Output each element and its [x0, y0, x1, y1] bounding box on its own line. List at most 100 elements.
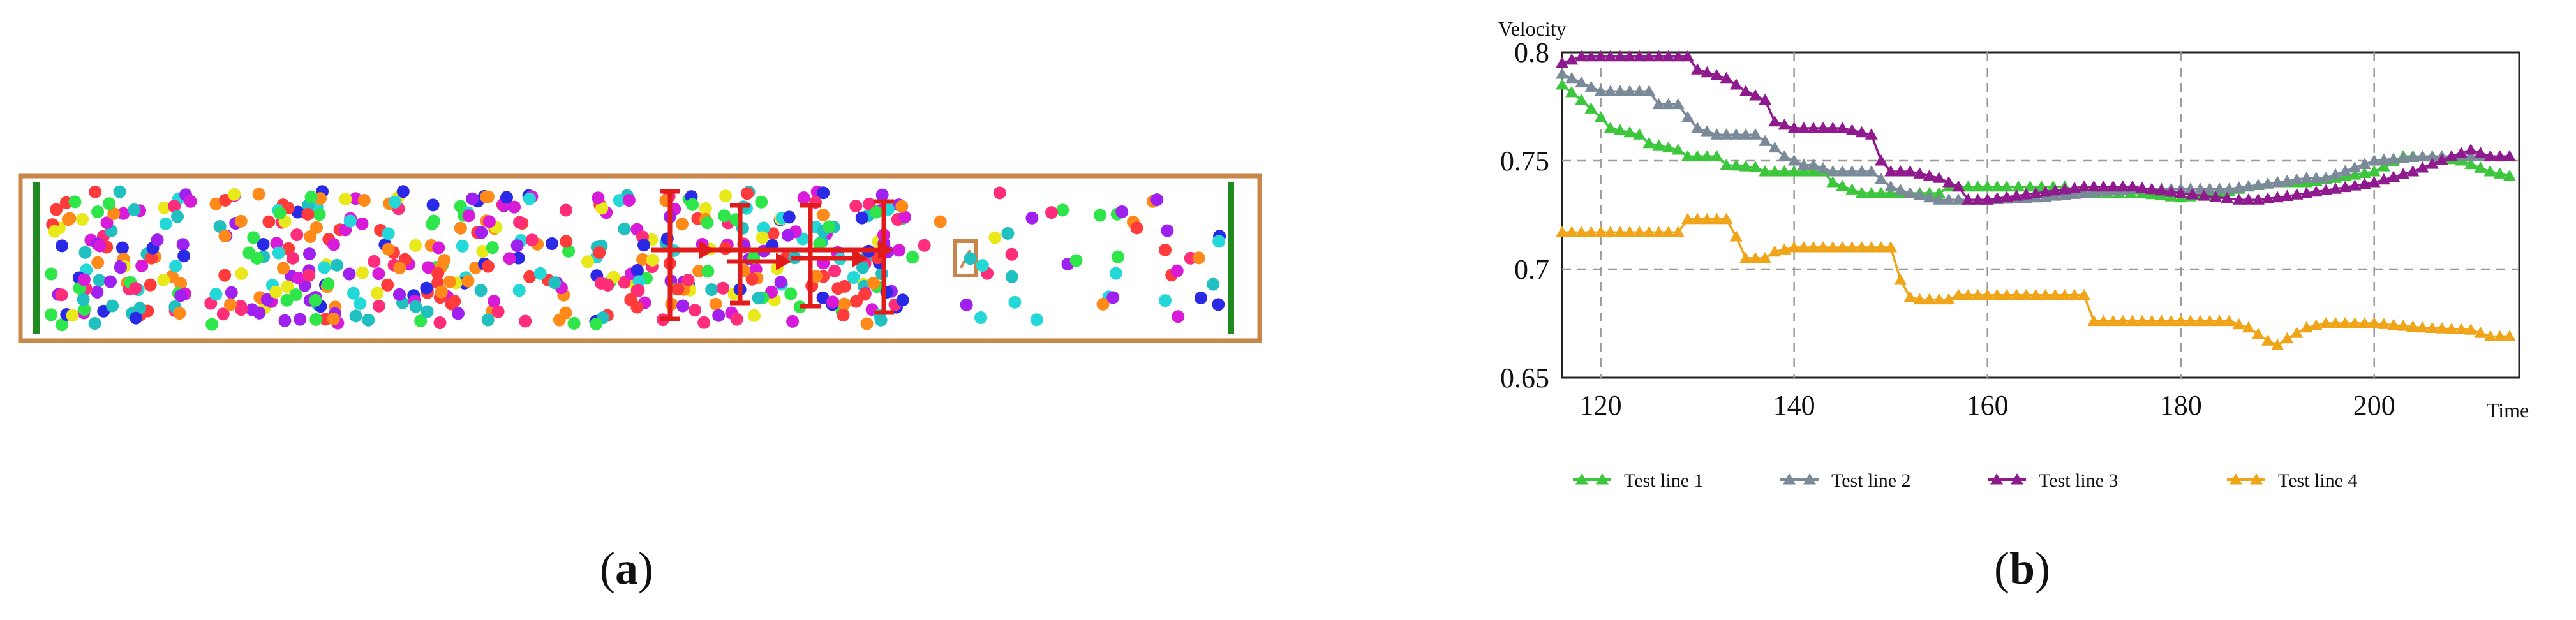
particle	[1005, 247, 1018, 261]
particle	[918, 239, 931, 252]
series-point	[2000, 288, 2013, 300]
series-point	[1652, 139, 1665, 151]
particle	[508, 200, 521, 214]
series-point	[2251, 193, 2265, 205]
series-point	[2230, 473, 2242, 485]
series-point	[1865, 128, 1878, 140]
series-point	[2250, 473, 2263, 485]
particle	[372, 299, 385, 313]
particle	[420, 281, 433, 295]
series-point	[2078, 180, 2091, 192]
particle	[257, 238, 270, 251]
series-point	[1797, 122, 1810, 133]
series-point	[1749, 128, 1762, 140]
particle	[1005, 270, 1018, 283]
series-point	[1691, 150, 1704, 161]
series-point	[1575, 76, 1588, 88]
series-point	[1710, 69, 1724, 80]
series-point	[2377, 173, 2390, 185]
series-point	[2483, 165, 2497, 177]
particle	[689, 304, 702, 317]
series-point	[1739, 252, 1752, 263]
series-point	[1817, 241, 1830, 253]
series-point	[1739, 128, 1752, 140]
series-point	[1701, 125, 1714, 137]
particle	[278, 314, 292, 327]
series-point	[2493, 330, 2506, 341]
series-point	[2068, 288, 2081, 300]
particle	[106, 299, 119, 313]
series-point	[2136, 314, 2149, 327]
series-point	[1787, 154, 1801, 166]
series-point	[1942, 293, 1956, 305]
series-point	[1671, 50, 1685, 62]
particle	[322, 277, 335, 291]
particle	[1207, 277, 1220, 291]
particle	[856, 261, 869, 274]
series-point	[1990, 192, 2004, 203]
particle	[144, 278, 157, 292]
series-point	[2445, 322, 2458, 334]
series-point	[1981, 193, 1994, 205]
left-wall	[33, 182, 40, 334]
series-point	[1759, 135, 1772, 146]
particle	[45, 267, 58, 281]
particle	[519, 314, 532, 328]
series-point	[1565, 226, 1579, 237]
particle	[151, 233, 164, 247]
particle	[491, 305, 505, 318]
series-point	[2339, 165, 2352, 176]
particle	[171, 210, 184, 223]
series-point	[1759, 165, 1772, 177]
particle	[898, 210, 911, 224]
particle	[103, 197, 115, 210]
series-point	[2209, 191, 2222, 202]
particle	[826, 295, 839, 309]
particle	[349, 309, 362, 323]
particle	[523, 270, 537, 283]
x-tick-label: 120	[1580, 390, 1622, 421]
x-tick-label: 180	[2160, 390, 2202, 421]
series-point	[2010, 189, 2023, 201]
series-point	[1778, 243, 1791, 255]
series-point	[2232, 193, 2245, 205]
particle	[388, 195, 401, 209]
particle	[117, 207, 130, 220]
particle	[719, 189, 733, 203]
particle	[671, 283, 685, 296]
particle	[1161, 224, 1174, 237]
series-point	[1749, 252, 1762, 263]
particle	[906, 251, 919, 264]
series-point	[1729, 159, 1743, 171]
series-point	[1652, 226, 1665, 237]
series-point	[1875, 241, 1887, 253]
series-point	[1681, 150, 1694, 161]
particle	[481, 190, 495, 203]
particle	[218, 230, 232, 242]
series-point	[2377, 160, 2390, 172]
series-point	[2087, 186, 2101, 198]
series-point	[1691, 212, 1704, 225]
series-point	[1797, 241, 1810, 253]
series-point	[1803, 473, 1816, 485]
particle	[512, 284, 526, 297]
series-point	[1575, 473, 1588, 485]
series-point	[2358, 317, 2371, 328]
particle	[228, 188, 241, 201]
particle	[618, 222, 631, 235]
particle	[548, 276, 562, 290]
series-point	[1652, 98, 1665, 110]
particle	[896, 293, 909, 307]
particle	[1008, 295, 1022, 309]
particle	[318, 261, 331, 274]
series-point	[2483, 150, 2497, 161]
particle	[309, 293, 322, 307]
series-point	[1556, 57, 1568, 68]
x-tick-label: 200	[2353, 390, 2395, 421]
series-point	[2348, 168, 2362, 180]
series-point	[2339, 181, 2352, 193]
series-point	[1913, 189, 1926, 200]
particle	[433, 316, 447, 329]
series-point	[1865, 187, 1878, 198]
series-point	[1584, 226, 1598, 237]
